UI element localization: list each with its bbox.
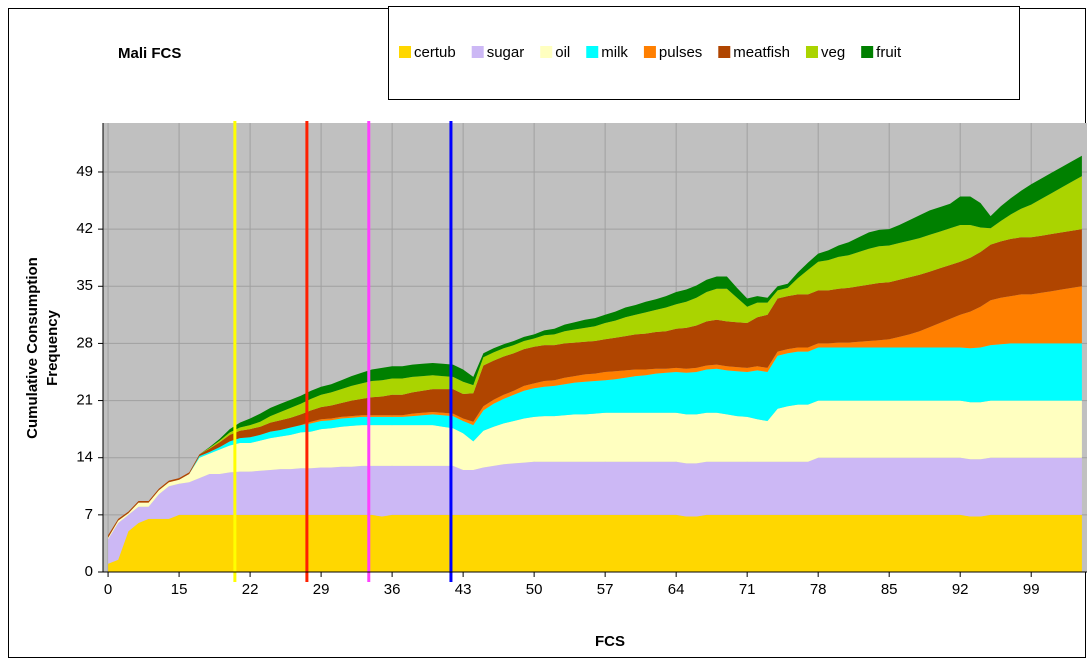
y-axis-title: Cumulative Consumption: [24, 257, 41, 439]
area: [108, 400, 1082, 540]
y-tick-label: 28: [76, 334, 93, 351]
x-tick-label: 50: [526, 581, 543, 598]
legend-label: sugar: [487, 44, 525, 61]
area: [108, 514, 1082, 572]
x-tick-label: 71: [739, 581, 756, 598]
x-tick-label: 99: [1023, 581, 1040, 598]
area: [108, 457, 1082, 564]
x-tick-label: 57: [597, 581, 614, 598]
legend-swatch: [805, 46, 818, 58]
legend-label: pulses: [659, 44, 702, 61]
x-tick-label: 92: [952, 581, 969, 598]
y-tick-label: 21: [76, 392, 93, 409]
legend-label: milk: [601, 44, 628, 61]
y-tick-label: 7: [85, 506, 93, 523]
legend-swatch: [643, 46, 656, 58]
legend-swatch: [471, 46, 484, 58]
y-tick-label: 14: [76, 449, 93, 466]
legend-label: fruit: [876, 44, 902, 61]
y-tick-label: 42: [76, 220, 93, 237]
legend-box: [388, 6, 1020, 100]
legend-swatch: [586, 46, 599, 58]
x-tick-label: 0: [104, 581, 112, 598]
legend-label: veg: [821, 44, 845, 61]
x-axis-title: FCS: [595, 633, 625, 650]
x-tick-label: 36: [384, 581, 401, 598]
area: [108, 286, 1082, 538]
area: [108, 155, 1082, 536]
x-tick-label: 43: [455, 581, 472, 598]
x-tick-label: 29: [313, 581, 330, 598]
legend-label: certub: [414, 44, 456, 61]
chart-title: Mali FCS: [118, 45, 181, 62]
legend-swatch: [540, 46, 553, 58]
legend-label: meatfish: [733, 44, 790, 61]
x-tick-label: 85: [881, 581, 898, 598]
y-tick-label: 35: [76, 277, 93, 294]
y-axis-title: Frequency: [44, 309, 61, 386]
legend-swatch: [399, 46, 411, 58]
area: [108, 229, 1082, 538]
legend-swatch: [718, 46, 731, 58]
legend-swatch: [861, 46, 874, 58]
legend-label: oil: [555, 44, 570, 61]
y-tick-label: 0: [85, 563, 93, 580]
x-tick-label: 64: [668, 581, 685, 598]
area: [108, 176, 1082, 536]
y-tick-label: 49: [76, 163, 93, 180]
x-tick-label: 78: [810, 581, 827, 598]
area: [108, 343, 1082, 538]
x-tick-label: 15: [171, 581, 188, 598]
x-tick-label: 22: [242, 581, 259, 598]
